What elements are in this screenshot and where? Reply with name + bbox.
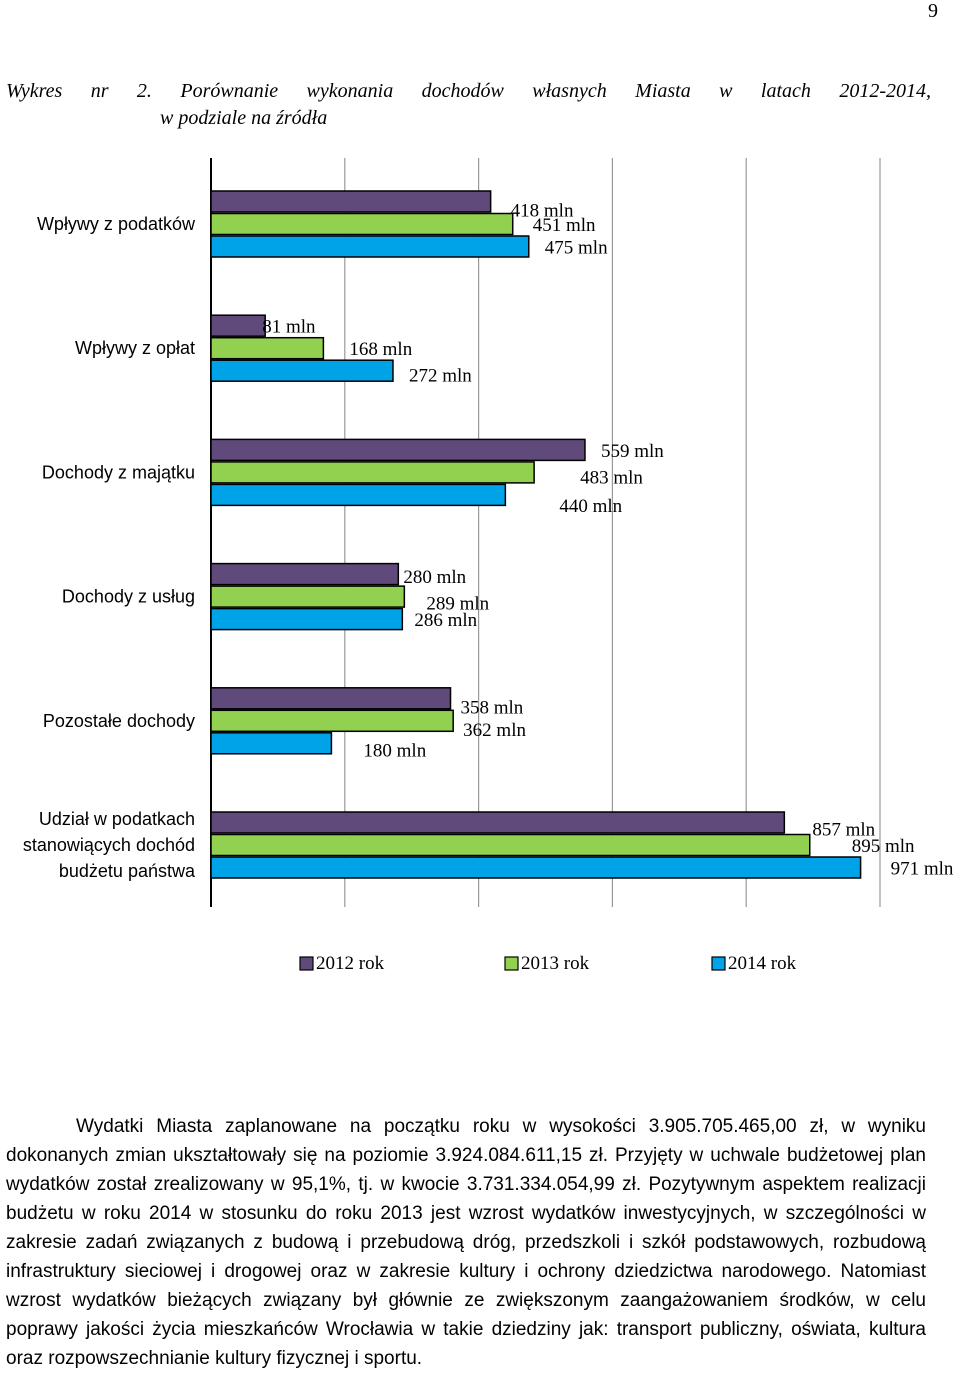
category-label: Pozostałe dochody: [43, 711, 195, 731]
category-labels: Wpływy z podatków Wpływy z opłat Dochody z…: [23, 214, 196, 881]
category-label: stanowiących dochód: [23, 835, 195, 855]
legend-swatch: [711, 956, 726, 971]
data-label: 358 mln: [461, 697, 524, 718]
data-label: 286 mln: [414, 610, 477, 631]
category-label: budżetu państwa: [59, 861, 196, 881]
legend: 2012 rok 2013 rok 2014 rok: [299, 953, 797, 974]
bar-2014-rok-3: [210, 607, 404, 631]
bar-2013-rok-2: [210, 461, 535, 484]
data-label: 559 mln: [601, 441, 664, 462]
category-label: Dochody z usług: [62, 587, 195, 607]
body-paragraph: Wydatki Miasta zaplanowane na początku r…: [6, 1116, 926, 1369]
data-label: 857 mln: [812, 820, 875, 841]
data-label: 362 mln: [463, 720, 526, 741]
bar-2012-rok-1: [210, 314, 266, 337]
category-label: Udział w podatkach: [39, 809, 195, 829]
bars: [210, 190, 862, 879]
revenue-bar-chart: Wpływy z podatków Wpływy z opłat Dochody z…: [23, 158, 954, 974]
bar-2012-rok-2: [210, 438, 586, 462]
bar-2013-rok-5: [210, 833, 811, 857]
bar-2014-rok-1: [210, 359, 394, 382]
data-label: 418 mln: [511, 201, 574, 222]
data-label: 971 mln: [891, 859, 954, 880]
category-label: Dochody z majątku: [42, 462, 195, 482]
gridlines: [210, 158, 881, 907]
legend-swatch: [504, 956, 519, 971]
legend-label: 2013 rok: [521, 953, 590, 974]
legend-swatch: [299, 956, 314, 971]
bar-2013-rok-3: [210, 585, 406, 608]
category-label: Wpływy z podatków: [37, 214, 196, 234]
data-label: 289 mln: [426, 594, 489, 615]
bar-2014-rok-4: [210, 732, 333, 755]
chart-title-line-1: Wykres nr 2. Porównanie wykonania dochod…: [6, 80, 931, 102]
bar-2012-rok-0: [210, 190, 492, 213]
bar-2013-rok-1: [210, 336, 325, 360]
data-label: 280 mln: [403, 567, 466, 588]
legend-label: 2014 rok: [728, 953, 797, 974]
data-label: 483 mln: [580, 467, 643, 488]
bar-2012-rok-3: [210, 562, 400, 586]
body-text: Wydatki Miasta zaplanowane na początku r…: [6, 1112, 926, 1373]
chart-title: Wykres nr 2. Porównanie wykonania dochod…: [6, 78, 931, 132]
data-label: 475 mln: [545, 238, 608, 259]
chart-title-line-2: w podziale na źródła: [160, 107, 328, 129]
bar-2013-rok-0: [210, 212, 514, 236]
bar-2013-rok-4: [210, 709, 454, 733]
data-label: 895 mln: [852, 836, 915, 857]
bar-2012-rok-5: [210, 811, 786, 834]
data-label: 168 mln: [349, 339, 412, 360]
bar-2014-rok-5: [210, 856, 862, 879]
data-label: 180 mln: [363, 740, 426, 761]
data-label: 451 mln: [533, 215, 596, 236]
page-number: 9: [928, 0, 938, 22]
bar-2014-rok-2: [210, 483, 507, 507]
legend-label: 2012 rok: [316, 953, 385, 974]
bar-2014-rok-0: [210, 235, 530, 258]
category-label: Wpływy z opłat: [75, 338, 195, 358]
data-label: 81 mln: [262, 317, 316, 338]
bar-2012-rok-4: [210, 687, 452, 710]
data-label: 440 mln: [559, 496, 622, 517]
data-label: 272 mln: [409, 366, 472, 387]
